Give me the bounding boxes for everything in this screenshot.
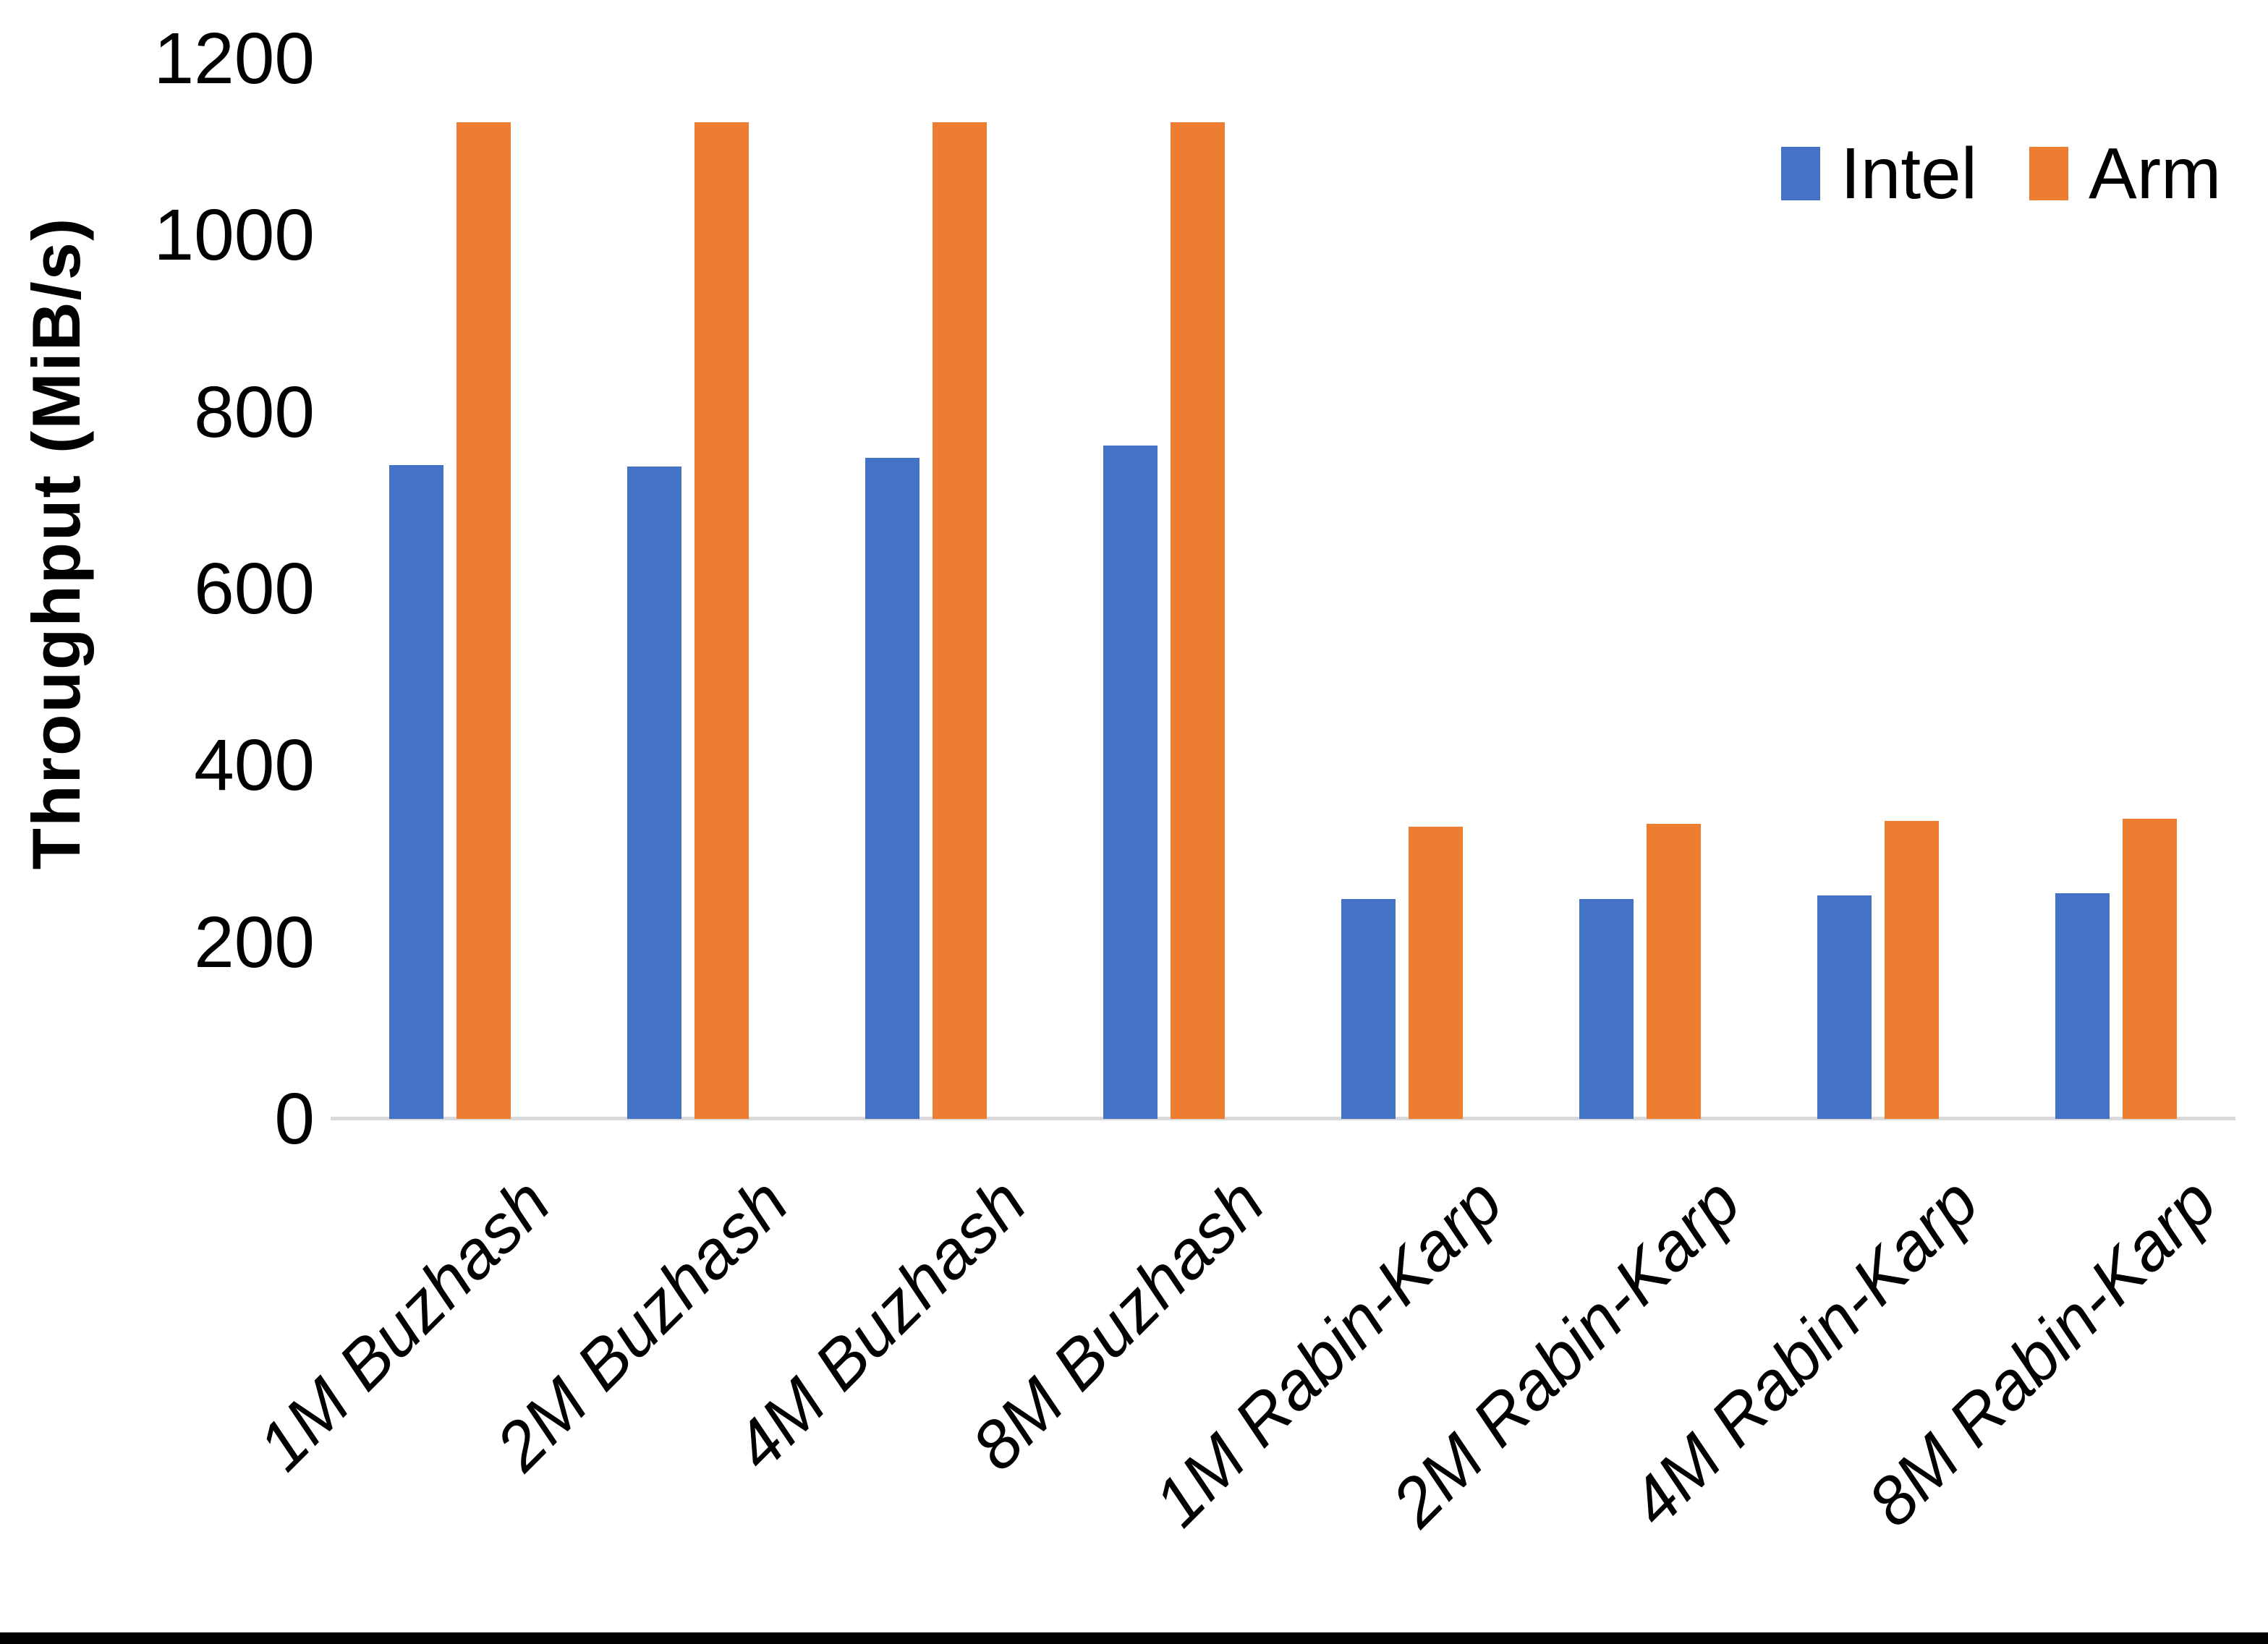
y-tick-label-0: 0 (274, 1078, 315, 1159)
legend-item-arm: Arm (2029, 137, 2221, 210)
bar-arm-3 (933, 122, 987, 1119)
legend-swatch-intel (1781, 147, 1820, 200)
bar-intel-8 (2055, 893, 2110, 1119)
x-axis-line (331, 1117, 2235, 1120)
bar-intel-1 (389, 465, 443, 1119)
legend: Intel Arm (1781, 137, 2221, 210)
y-tick-label-200: 200 (194, 901, 315, 983)
bar-intel-2 (627, 467, 681, 1119)
bottom-border-bar (0, 1632, 2268, 1644)
legend-item-intel: Intel (1781, 137, 1977, 210)
bar-arm-7 (1885, 821, 1939, 1119)
bar-arm-5 (1409, 827, 1463, 1119)
bar-intel-4 (1103, 446, 1158, 1119)
bar-intel-6 (1579, 899, 1634, 1119)
bar-arm-2 (695, 122, 749, 1119)
y-tick-label-600: 600 (194, 548, 315, 629)
legend-swatch-arm (2029, 147, 2069, 200)
y-tick-label-400: 400 (194, 725, 315, 806)
bar-intel-3 (865, 458, 919, 1119)
bar-arm-6 (1647, 824, 1701, 1119)
y-tick-label-800: 800 (194, 371, 315, 453)
bar-intel-5 (1341, 899, 1396, 1119)
legend-label-arm: Arm (2089, 133, 2222, 214)
y-tick-label-1000: 1000 (153, 195, 315, 276)
bar-arm-1 (456, 122, 511, 1119)
y-tick-label-1200: 1200 (153, 18, 315, 99)
bar-arm-8 (2123, 819, 2177, 1119)
bar-arm-4 (1171, 122, 1225, 1119)
legend-label-intel: Intel (1840, 133, 1978, 214)
bar-intel-7 (1817, 895, 1872, 1119)
